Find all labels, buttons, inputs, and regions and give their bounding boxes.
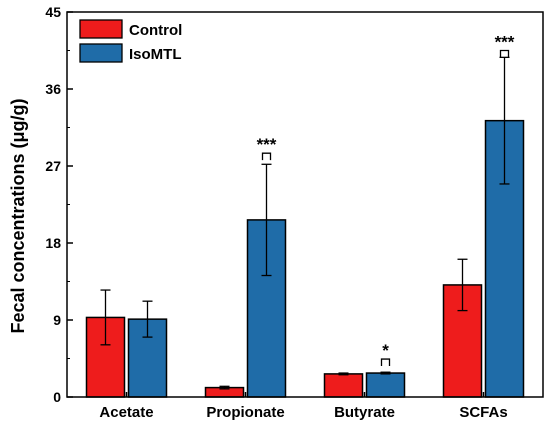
significance-label: ***: [495, 33, 515, 52]
y-tick-label: 0: [53, 389, 61, 405]
y-tick-label: 9: [53, 312, 61, 328]
x-tick-label-acetate: Acetate: [99, 404, 153, 421]
legend-swatch-isomtl: [79, 43, 123, 63]
y-tick-label: 18: [45, 235, 61, 251]
significance-label: ***: [257, 135, 277, 154]
legend-label-control: Control: [129, 22, 182, 39]
x-tick-label-butyrate: Butyrate: [334, 404, 395, 421]
x-tick-label-propionate: Propionate: [206, 404, 284, 421]
significance-bracket: [380, 358, 391, 367]
legend-swatch-control: [79, 19, 123, 39]
y-axis-title: Fecal concentrations (μg/g): [8, 98, 28, 333]
y-tick-label: 27: [45, 158, 61, 174]
x-tick-label-scfas: SCFAs: [459, 404, 507, 421]
y-tick-label: 45: [45, 4, 61, 20]
y-tick-label: 36: [45, 81, 61, 97]
significance-label: *: [382, 341, 389, 360]
bar-control-butyrate: [323, 373, 364, 398]
significance-bracket: [499, 49, 510, 58]
bar-isomtl-butyrate: [365, 372, 406, 398]
significance-bracket: [261, 152, 272, 161]
legend-label-isomtl: IsoMTL: [129, 46, 182, 63]
